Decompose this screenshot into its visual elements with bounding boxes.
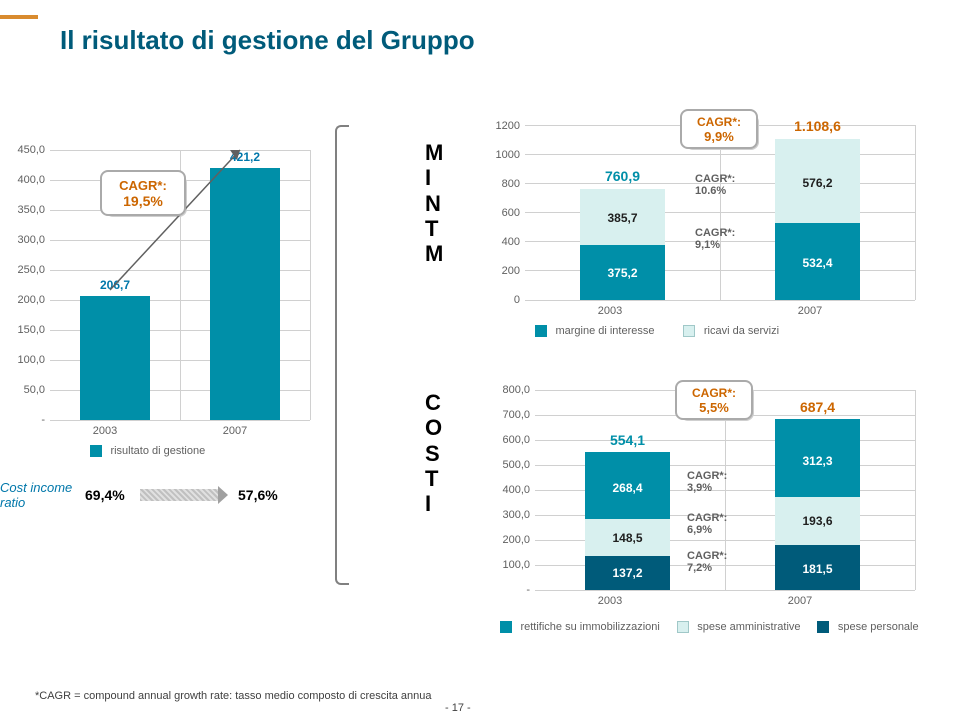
bottom-chart: 137,2 148,5 268,4 181,5 193,6 312,3 554,… <box>480 380 940 650</box>
page-number: - 17 - <box>445 702 471 714</box>
bottom-main-callout: CAGR*: 5,5% <box>675 380 753 420</box>
cost-income-2007: 57,6% <box>238 487 278 503</box>
brace-icon <box>335 125 349 585</box>
top-main-callout: CAGR*: 9,9% <box>680 109 758 149</box>
slide-page: Il risultato di gestione del Gruppo 206,… <box>0 0 960 723</box>
left-bar-2003 <box>80 296 150 420</box>
orange-rule <box>0 15 38 19</box>
page-title: Il risultato di gestione del Gruppo <box>60 25 475 56</box>
bottom-legend: rettifiche su immobilizzazioni spese amm… <box>500 618 919 636</box>
left-legend: risultato di gestione <box>90 442 205 460</box>
cost-income-label: Cost income ratio <box>0 480 72 510</box>
top-chart: 375,2 385,7 532,4 576,2 760,9 1.108,6 0 … <box>480 115 940 355</box>
cost-income-2003: 69,4% <box>85 487 125 503</box>
costi-label: COSTI <box>425 390 442 516</box>
left-chart: 206,7 421,2 - 50,0 100,0 150,0 200,0 250… <box>0 150 320 450</box>
left-trend-arrow <box>110 140 250 300</box>
mintm-label: MINTM <box>425 140 443 266</box>
cost-income-arrow-icon <box>140 489 218 501</box>
footnote: *CAGR = compound annual growth rate: tas… <box>35 690 432 702</box>
top-legend: margine di interesse ricavi da servizi <box>535 322 779 340</box>
left-cagr-callout: CAGR*: 19,5% <box>100 170 186 216</box>
